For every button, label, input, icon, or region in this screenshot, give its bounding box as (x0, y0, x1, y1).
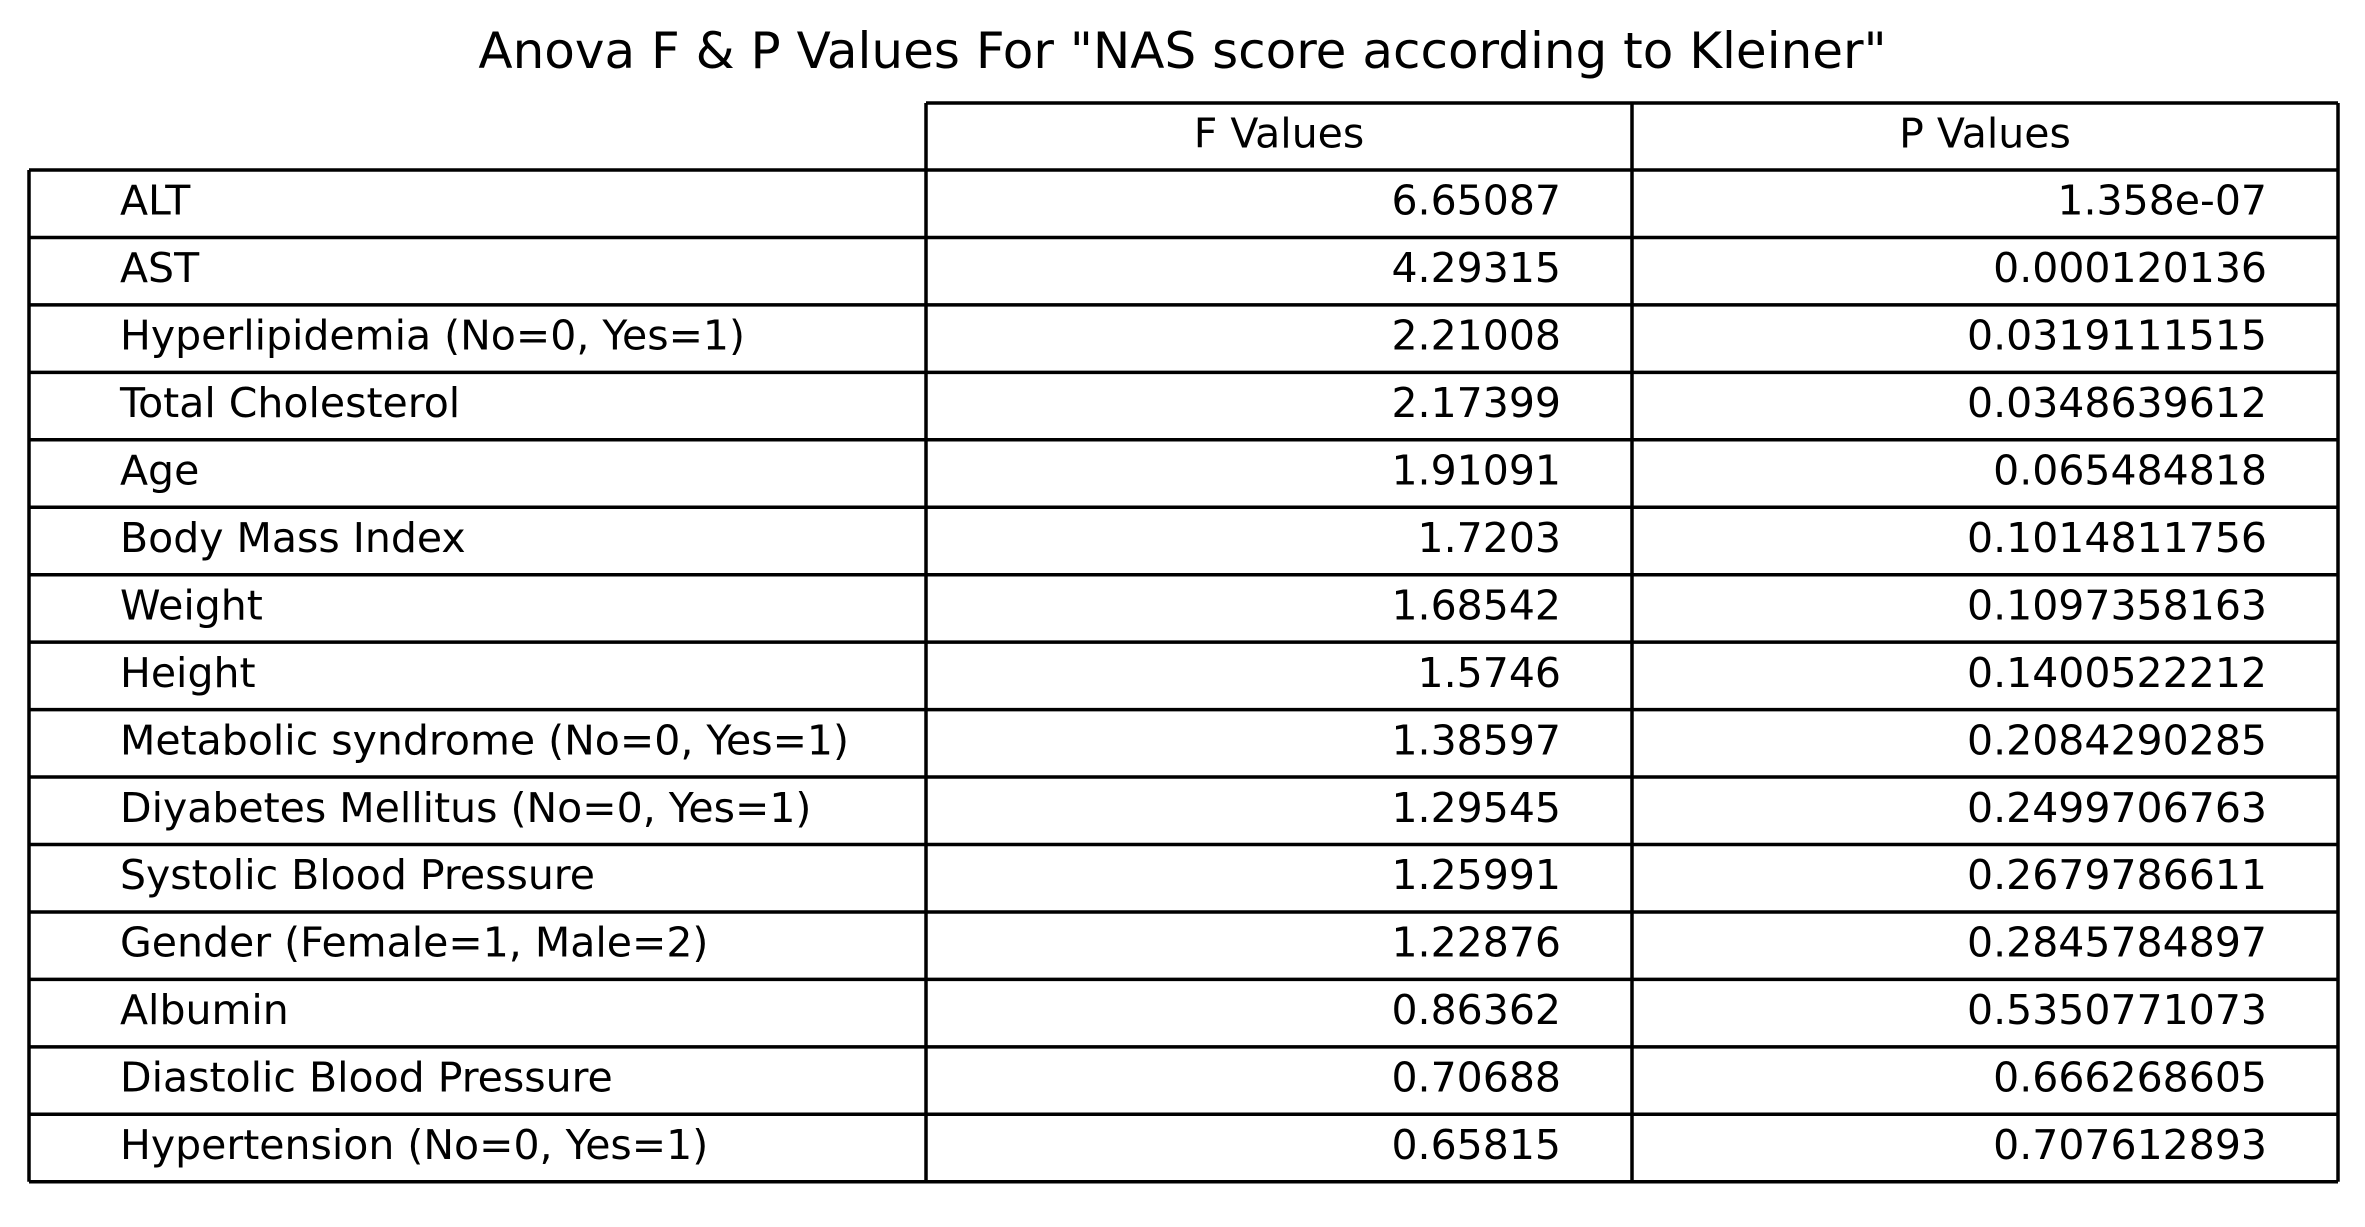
f-value-cell: 2.17399 (1391, 379, 1561, 427)
p-value-cell: 1.358e-07 (2057, 177, 2267, 225)
p-value-cell: 0.5350771073 (1967, 986, 2267, 1034)
row-label: Hypertension (No=0, Yes=1) (120, 1121, 708, 1169)
f-value-cell: 2.21008 (1391, 312, 1561, 360)
p-value-cell: 0.2845784897 (1967, 919, 2267, 967)
p-value-cell: 0.2679786611 (1967, 851, 2267, 899)
column-header-f-values: F Values (1194, 110, 1365, 158)
row-label: Weight (120, 581, 263, 629)
f-value-cell: 6.65087 (1391, 177, 1561, 225)
row-label: Albumin (120, 986, 289, 1034)
p-value-cell: 0.707612893 (1993, 1121, 2267, 1169)
p-value-cell: 0.0319111515 (1967, 312, 2267, 360)
row-label: Systolic Blood Pressure (120, 851, 595, 899)
p-value-cell: 0.000120136 (1993, 244, 2267, 292)
f-value-cell: 0.65815 (1391, 1121, 1561, 1169)
row-label: Diyabetes Mellitus (No=0, Yes=1) (120, 784, 811, 832)
row-label: Height (120, 649, 256, 697)
p-value-cell: 0.0348639612 (1967, 379, 2267, 427)
row-label: Gender (Female=1, Male=2) (120, 919, 708, 967)
f-value-cell: 0.86362 (1391, 986, 1561, 1034)
row-label: Body Mass Index (120, 514, 466, 562)
p-value-cell: 0.2499706763 (1967, 784, 2267, 832)
f-value-cell: 1.29545 (1391, 784, 1561, 832)
row-label: Total Cholesterol (119, 379, 460, 427)
f-value-cell: 1.91091 (1391, 447, 1561, 495)
row-label: AST (120, 244, 200, 292)
p-value-cell: 0.1097358163 (1967, 581, 2267, 629)
row-label: Age (120, 447, 199, 495)
p-value-cell: 0.065484818 (1993, 447, 2267, 495)
column-header-p-values: P Values (1899, 110, 2071, 158)
f-value-cell: 0.70688 (1391, 1054, 1561, 1102)
row-label: ALT (120, 177, 191, 225)
row-label: Metabolic syndrome (No=0, Yes=1) (120, 716, 849, 764)
f-value-cell: 4.29315 (1391, 244, 1561, 292)
f-value-cell: 1.22876 (1391, 919, 1561, 967)
p-value-cell: 0.666268605 (1993, 1054, 2267, 1102)
p-value-cell: 0.1014811756 (1967, 514, 2267, 562)
row-label: Diastolic Blood Pressure (120, 1054, 613, 1102)
p-value-cell: 0.1400522212 (1967, 649, 2267, 697)
f-value-cell: 1.68542 (1391, 581, 1561, 629)
row-label: Hyperlipidemia (No=0, Yes=1) (120, 312, 745, 360)
f-value-cell: 1.38597 (1391, 716, 1561, 764)
f-value-cell: 1.5746 (1418, 649, 1561, 697)
f-value-cell: 1.25991 (1391, 851, 1561, 899)
chart-title: Anova F & P Values For "NAS score accord… (478, 22, 1887, 80)
f-value-cell: 1.7203 (1418, 514, 1561, 562)
p-value-cell: 0.2084290285 (1967, 716, 2267, 764)
